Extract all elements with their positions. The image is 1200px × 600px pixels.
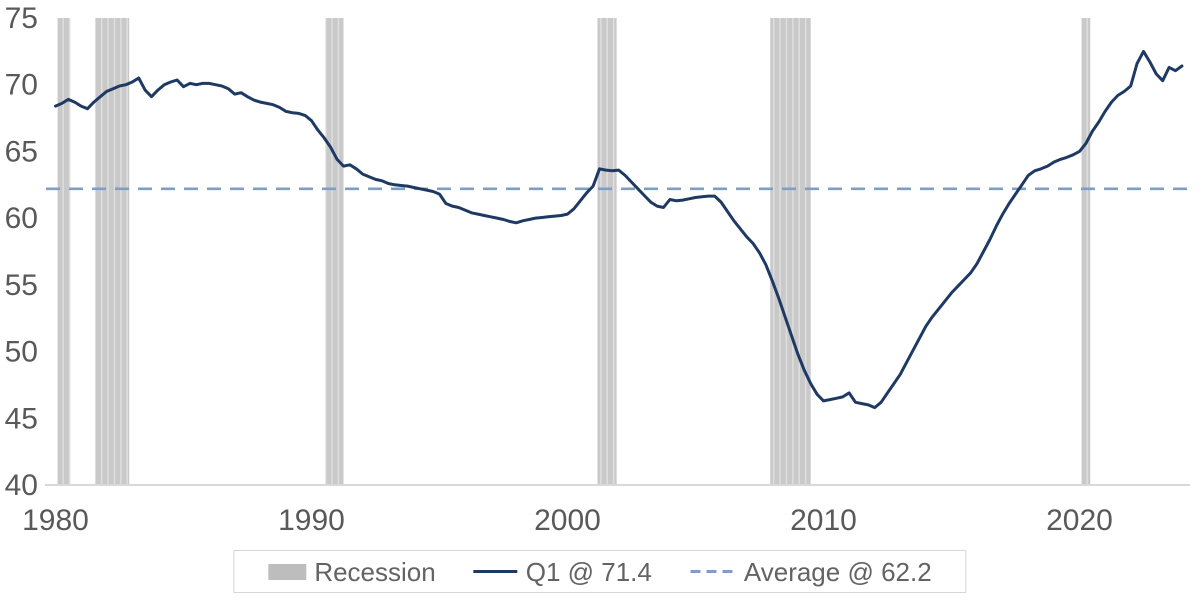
recession-band [597, 18, 617, 485]
legend-item-recession: Recession [268, 556, 436, 587]
x-tick-label: 1990 [278, 504, 345, 537]
series-line [54, 49, 1184, 410]
x-tick-label: 2020 [1046, 504, 1113, 537]
y-tick-label: 45 [5, 402, 38, 435]
recession-band [325, 18, 344, 485]
series-line-swatch-icon [473, 570, 518, 573]
legend-label-recession: Recession [314, 556, 436, 587]
recession-band [57, 18, 71, 485]
y-tick-label: 60 [5, 202, 38, 235]
legend-item-average: Average @ 62.2 [689, 556, 932, 587]
recession-band [1081, 18, 1091, 485]
x-tick-label: 2000 [534, 504, 601, 537]
y-tick-label: 50 [5, 336, 38, 369]
legend: Recession Q1 @ 71.4 Average @ 62.2 [233, 550, 967, 593]
legend-label-average: Average @ 62.2 [743, 556, 932, 587]
y-tick-label: 55 [5, 269, 38, 302]
y-tick-label: 40 [5, 469, 38, 502]
legend-label-series: Q1 @ 71.4 [525, 556, 652, 587]
y-tick-label: 70 [5, 69, 38, 102]
recession-swatch-icon [268, 563, 307, 580]
y-tick-label: 75 [5, 2, 38, 35]
x-tick-label: 2010 [790, 504, 857, 537]
average-dash-swatch-icon [689, 570, 736, 573]
legend-item-series: Q1 @ 71.4 [473, 556, 652, 587]
y-tick-label: 65 [5, 135, 38, 168]
x-tick-label: 1980 [22, 504, 89, 537]
recession-band [770, 18, 811, 485]
